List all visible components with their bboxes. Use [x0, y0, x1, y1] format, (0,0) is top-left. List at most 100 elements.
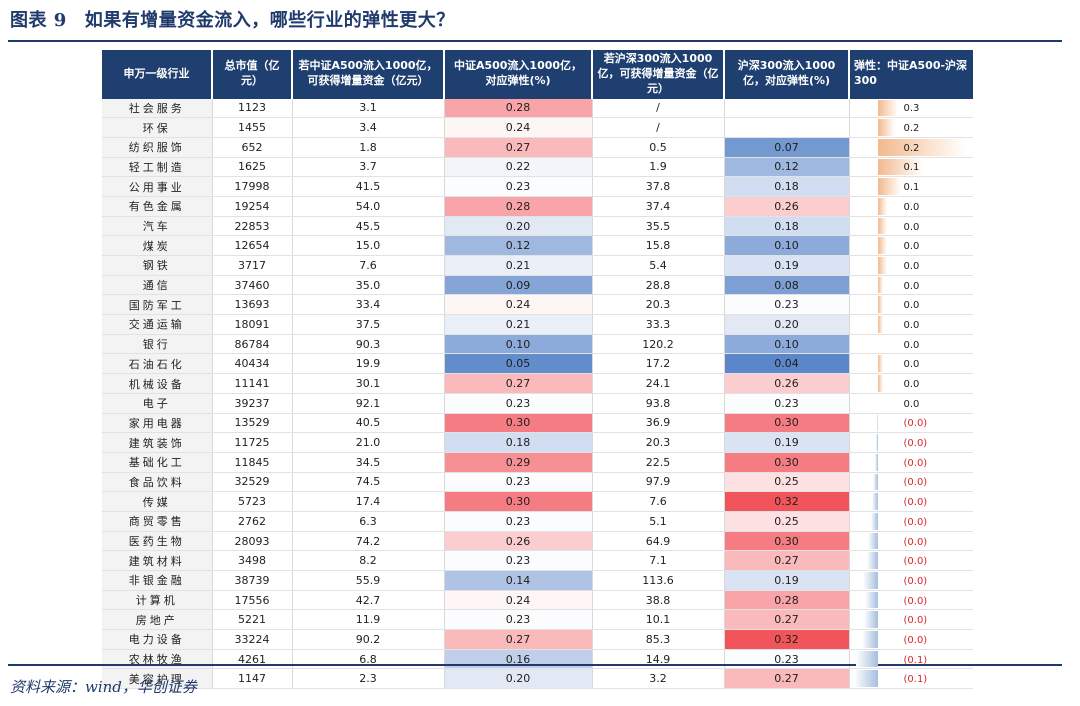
elasticity-diff-value: 0.0: [903, 379, 920, 390]
cell-elasticity-diff: (0.0): [849, 609, 973, 631]
elasticity-diff-value: (0.0): [903, 457, 928, 469]
cell-a500-inflow: 17.4: [292, 491, 445, 512]
elasticity-diff-bar: [875, 434, 878, 451]
cell-market-cap: 13529: [212, 413, 293, 434]
cell-a500-inflow: 19.9: [292, 353, 445, 375]
cell-industry: 有色金属: [102, 196, 213, 217]
cell-hs300-inflow: 37.4: [592, 196, 725, 217]
header-a500-inflow: 若中证A500流入1000亿，可获得增量资金（亿元）: [292, 50, 445, 99]
cell-a500-elasticity: 0.30: [444, 413, 593, 434]
cell-elasticity-diff: 0.3: [849, 98, 973, 119]
table-row: 有色金属 19254 54.0 0.28 37.4 0.26 0.0: [102, 196, 973, 217]
cell-hs300-elasticity: 0.30: [724, 413, 850, 434]
cell-hs300-elasticity: 0.25: [724, 511, 850, 532]
cell-industry: 银行: [102, 334, 213, 355]
table-row: 电力设备 33224 90.2 0.27 85.3 0.32 (0.0): [102, 629, 973, 650]
cell-hs300-inflow: /: [592, 117, 725, 138]
cell-a500-elasticity: 0.27: [444, 373, 593, 394]
header-hs300-elasticity: 沪深300流入1000亿，对应弹性(%): [724, 50, 850, 99]
cell-elasticity-diff: (0.0): [849, 531, 973, 552]
cell-elasticity-diff: 0.0: [849, 393, 973, 414]
cell-a500-inflow: 2.3: [292, 668, 445, 690]
table-row: 电子 39237 92.1 0.23 93.8 0.23 0.0: [102, 393, 973, 414]
elasticity-diff-bar: [877, 138, 966, 156]
elasticity-diff-value: (0.0): [903, 615, 928, 627]
cell-market-cap: 28093: [212, 531, 293, 552]
cell-a500-inflow: 3.4: [292, 117, 445, 138]
cell-a500-inflow: 11.9: [292, 609, 445, 631]
elasticity-diff-bar: [877, 197, 887, 215]
cell-a500-elasticity: 0.23: [444, 609, 593, 631]
cell-hs300-elasticity: 0.23: [724, 393, 850, 414]
elasticity-diff-value: 0.0: [903, 359, 920, 371]
table-row: 煤炭 12654 15.0 0.12 15.8 0.10 0.0: [102, 235, 973, 257]
cell-hs300-inflow: 15.8: [592, 235, 725, 257]
cell-hs300-inflow: 93.8: [592, 393, 725, 414]
cell-market-cap: 17998: [212, 176, 293, 197]
cell-hs300-elasticity: 0.07: [724, 137, 850, 158]
cell-hs300-inflow: /: [592, 98, 725, 119]
elasticity-diff-value: 0.0: [903, 339, 920, 351]
cell-market-cap: 18091: [212, 314, 293, 335]
cell-industry: 轻工制造: [102, 157, 213, 178]
figure-title: 图表 9 如果有增量资金流入，哪些行业的弹性更大？: [10, 6, 455, 32]
cell-a500-inflow: 90.3: [292, 334, 445, 355]
elasticity-diff-bar: [864, 591, 878, 609]
elasticity-diff-value: (0.0): [903, 536, 928, 548]
cell-a500-elasticity: 0.27: [444, 137, 593, 158]
cell-a500-elasticity: 0.26: [444, 531, 593, 552]
elasticity-diff-value: 0.0: [903, 241, 920, 253]
cell-hs300-inflow: 7.6: [592, 491, 725, 512]
elasticity-diff-bar: [862, 572, 878, 589]
cell-hs300-elasticity: 0.32: [724, 629, 850, 650]
cell-hs300-elasticity: 0.19: [724, 570, 850, 591]
elasticity-diff-bar: [877, 158, 923, 176]
cell-hs300-inflow: 28.8: [592, 275, 725, 296]
elasticity-diff-bar: [877, 355, 883, 373]
elasticity-diff-bar: [867, 532, 878, 550]
cell-hs300-elasticity: 0.18: [724, 176, 850, 197]
cell-hs300-elasticity: 0.12: [724, 157, 850, 178]
table-row: 社会服务 1123 3.1 0.28/ 0.3: [102, 98, 973, 119]
cell-a500-inflow: 41.5: [292, 176, 445, 197]
elasticity-diff-bar: [877, 375, 883, 392]
cell-a500-inflow: 42.7: [292, 590, 445, 611]
table-row: 石油石化 40434 19.9 0.05 17.2 0.04 0.0: [102, 353, 973, 375]
cell-a500-inflow: 45.5: [292, 216, 445, 237]
elasticity-diff-value: (0.1): [903, 674, 928, 686]
cell-a500-inflow: 92.1: [292, 393, 445, 414]
cell-a500-elasticity: 0.23: [444, 176, 593, 197]
cell-a500-inflow: 74.5: [292, 472, 445, 493]
table-row: 机械设备 11141 30.1 0.27 24.1 0.26 0.0: [102, 373, 973, 394]
cell-a500-inflow: 34.5: [292, 452, 445, 473]
cell-a500-elasticity: 0.12: [444, 235, 593, 257]
cell-a500-inflow: 74.2: [292, 531, 445, 552]
cell-market-cap: 11725: [212, 432, 293, 453]
elasticity-diff-bar: [861, 631, 878, 648]
cell-elasticity-diff: 0.0: [849, 275, 973, 296]
figure-label: 图表 9: [10, 10, 67, 31]
elasticity-diff-bar: [863, 611, 878, 629]
cell-elasticity-diff: 0.1: [849, 157, 973, 178]
cell-a500-inflow: 37.5: [292, 314, 445, 335]
cell-a500-elasticity: 0.18: [444, 432, 593, 453]
cell-elasticity-diff: 0.0: [849, 255, 973, 276]
elasticity-diff-value: (0.0): [903, 634, 928, 646]
cell-a500-inflow: 21.0: [292, 432, 445, 453]
elasticity-diff-value: 0.2: [903, 123, 920, 135]
elasticity-diff-value: 0.0: [903, 201, 920, 213]
cell-market-cap: 40434: [212, 353, 293, 375]
elasticity-diff-value: 0.0: [903, 260, 920, 272]
header-hs300-inflow: 若沪深300流入1000亿，可获得增量资金（亿元）: [592, 50, 725, 99]
cell-a500-elasticity: 0.20: [444, 216, 593, 237]
source-note: 资料来源：wind，华创证券: [10, 678, 197, 696]
cell-industry: 汽车: [102, 216, 213, 237]
elasticity-diff-bar: [872, 473, 878, 491]
elasticity-diff-value: (0.0): [903, 516, 928, 528]
table-row: 房地产 5221 11.9 0.23 10.1 0.27 (0.0): [102, 609, 973, 631]
cell-a500-elasticity: 0.09: [444, 275, 593, 296]
cell-market-cap: 13693: [212, 294, 293, 316]
cell-a500-elasticity: 0.20: [444, 668, 593, 690]
cell-hs300-inflow: 20.3: [592, 432, 725, 453]
cell-a500-elasticity: 0.21: [444, 255, 593, 276]
